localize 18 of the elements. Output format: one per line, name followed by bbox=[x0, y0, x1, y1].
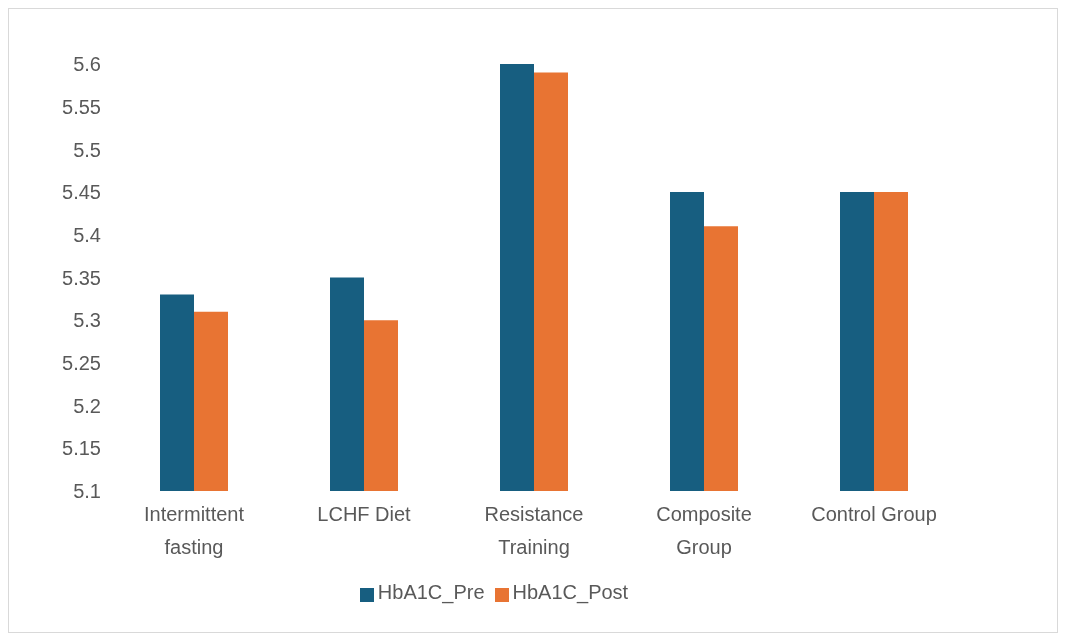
y-tick-label: 5.55 bbox=[62, 95, 101, 118]
y-tick-label: 5.5 bbox=[73, 138, 101, 161]
x-tick-label: Resistance Training bbox=[484, 503, 584, 558]
x-tick-label: LCHF Diet bbox=[317, 503, 412, 525]
y-tick-label: 5.2 bbox=[73, 394, 101, 417]
y-tick-label: 5.35 bbox=[62, 266, 101, 289]
y-tick-label: 5.15 bbox=[62, 437, 101, 460]
legend-label: HbA1C_Pre bbox=[377, 581, 485, 603]
x-tick-label: Intermittent fasting bbox=[143, 503, 245, 558]
legend-label: HbA1C_Post bbox=[512, 581, 629, 603]
y-tick-label: 5.6 bbox=[73, 53, 101, 76]
x-tick-label: Control Group bbox=[811, 503, 937, 525]
y-tick-label: 5.3 bbox=[73, 309, 101, 332]
y-tick-label: 5.1 bbox=[73, 480, 101, 503]
y-tick-label: 5.4 bbox=[73, 223, 101, 246]
y-tick-label: 5.45 bbox=[62, 181, 101, 204]
x-tick-label: Composite Group bbox=[656, 503, 752, 558]
y-tick-label: 5.25 bbox=[62, 352, 101, 374]
